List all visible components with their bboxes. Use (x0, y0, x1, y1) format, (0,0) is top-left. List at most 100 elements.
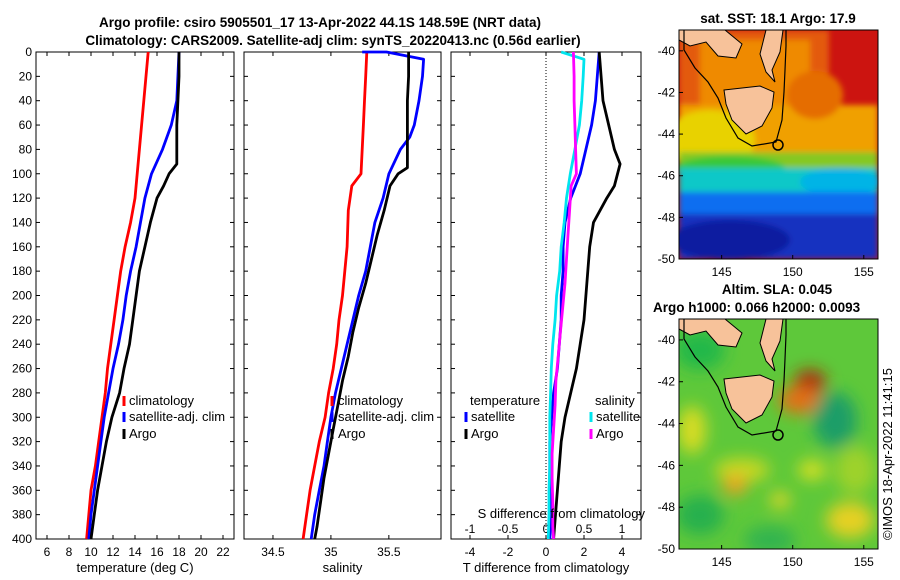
y-tick-label: 160 (12, 240, 32, 254)
map-y-tick-label: -48 (658, 500, 676, 514)
x-tick-label: 35.5 (377, 545, 401, 559)
y-tick-label: 80 (19, 142, 33, 156)
figure-title-line1: Argo profile: csiro 5905501_17 13-Apr-20… (99, 15, 541, 30)
x-tick-label: 8 (66, 545, 73, 559)
legend-satellite: satellite-adj. clim (338, 409, 434, 424)
series-line-climatology (301, 51, 369, 540)
y-tick-label: 340 (12, 459, 32, 473)
y-tick-label: 180 (12, 264, 32, 278)
x-tick-label: 12 (106, 545, 120, 559)
x-tick-label: 16 (150, 545, 164, 559)
map-x-tick-label: 155 (854, 555, 874, 569)
y-tick-label: 280 (12, 386, 32, 400)
temperature-profile-panel: 0 20 40 60 80 100 120 140 160 180 200 220 240 260 280 3… (12, 45, 235, 575)
x-tick-label: 0 (543, 545, 550, 559)
y-tick-label: 0 (25, 45, 32, 59)
salinity-legend: climatology satellite-adj. clim Argo (330, 393, 434, 441)
s-axis-tick-label: 0.5 (576, 522, 593, 536)
series-line-satellite-adj-clim (87, 51, 181, 540)
sla-map-axes: 145 150 155 -40 -42 -44 -46 -48 -50 (658, 333, 874, 569)
map-x-tick-label: 155 (854, 265, 874, 279)
map-y-tick-label: -44 (658, 127, 676, 141)
map-x-tick-label: 145 (712, 555, 732, 569)
legend-temperature-title: temperature (470, 393, 540, 408)
x-tick-label: -2 (503, 545, 514, 559)
map-y-tick-label: -50 (658, 252, 676, 266)
argo-position-marker (772, 429, 784, 441)
x-tick-label: 14 (128, 545, 142, 559)
map-y-tick-label: -48 (658, 210, 676, 224)
s-axis-tick-label: -1 (465, 522, 476, 536)
map-y-tick-label: -40 (658, 44, 676, 58)
x-axis-label: temperature (deg C) (76, 560, 193, 575)
sla-map-title-line2: Argo h1000: 0.066 h2000: 0.0093 (653, 300, 861, 315)
legend-climatology: climatology (129, 393, 195, 408)
x-tick-label: 10 (84, 545, 98, 559)
legend-t-argo: Argo (471, 426, 498, 441)
x-tick-label: 2 (581, 545, 588, 559)
y-tick-label: 260 (12, 362, 32, 376)
map-x-tick-label: 150 (783, 555, 803, 569)
x-tick-label: -4 (465, 545, 476, 559)
legend-argo: Argo (129, 426, 156, 441)
map-y-tick-label: -46 (658, 169, 676, 183)
map-y-tick-label: -44 (658, 417, 676, 431)
y-tick-label: 40 (19, 94, 33, 108)
y-tick-label: 20 (19, 69, 33, 83)
x-tick-label: 6 (44, 545, 51, 559)
sla-map (679, 319, 878, 549)
series-line-climatology (85, 51, 150, 540)
sst-map-title: sat. SST: 18.1 Argo: 17.9 (700, 11, 856, 26)
figure-title-line2: Climatology: CARS2009. Satellite-adj cli… (85, 33, 580, 48)
series-line-t-argo (552, 51, 622, 540)
salinity-profile-panel: 34.5 35 35.5 salinity (243, 50, 442, 575)
s-axis-tick-label: -0.5 (498, 522, 519, 536)
y-tick-label: 100 (12, 167, 32, 181)
y-tick-label: 120 (12, 191, 32, 205)
legend-argo: Argo (338, 426, 365, 441)
series-line-satellite-adj-clim (309, 50, 426, 540)
argo-position-marker (772, 139, 784, 151)
map-x-tick-label: 145 (712, 265, 732, 279)
y-tick-label: 240 (12, 337, 32, 351)
legend-s-argo: Argo (596, 426, 623, 441)
x-tick-label: 18 (172, 545, 186, 559)
difference-legend: temperature satellite Argo salinity sate… (464, 393, 640, 441)
map-y-tick-label: -42 (658, 85, 676, 99)
temperature-legend: climatology satellite-adj. clim Argo (122, 393, 225, 441)
map-y-tick-label: -42 (658, 375, 676, 389)
sst-map (679, 30, 878, 259)
s-difference-axis-label: S difference from climatology (478, 506, 646, 521)
legend-satellite: satellite-adj. clim (129, 409, 225, 424)
map-y-tick-label: -50 (658, 542, 676, 556)
y-tick-label: 140 (12, 215, 32, 229)
y-tick-label: 380 (12, 508, 32, 522)
legend-s-satellite: satellite (596, 409, 640, 424)
x-tick-label: 4 (619, 545, 626, 559)
map-y-tick-label: -46 (658, 458, 676, 472)
x-tick-label: 35 (324, 545, 338, 559)
series-line-s-argo (550, 51, 578, 540)
legend-salinity-title: salinity (595, 393, 635, 408)
legend-climatology: climatology (338, 393, 404, 408)
y-tick-label: 200 (12, 289, 32, 303)
x-axis-label: salinity (323, 560, 363, 575)
y-tick-label: 60 (19, 118, 33, 132)
legend-t-satellite: satellite (471, 409, 515, 424)
series-line-argo (89, 52, 181, 540)
s-axis-tick-label: 1 (619, 522, 626, 536)
map-x-tick-label: 150 (783, 265, 803, 279)
credit-stamp: ©IMOS 18-Apr-2022 11:41:15 (880, 368, 895, 540)
y-tick-label: 300 (12, 410, 32, 424)
sst-map-axes: 145 150 155 -40 -42 -44 -46 -48 -50 (658, 44, 874, 279)
sla-map-title-line1: Altim. SLA: 0.045 (722, 282, 833, 297)
x-tick-label: 20 (194, 545, 208, 559)
series-line-s-satellite (546, 50, 586, 540)
y-tick-label: 360 (12, 483, 32, 497)
y-tick-label: 320 (12, 435, 32, 449)
x-axis-label: T difference from climatology (463, 560, 630, 575)
y-tick-label: 400 (12, 532, 32, 546)
series-line-argo (313, 52, 411, 540)
